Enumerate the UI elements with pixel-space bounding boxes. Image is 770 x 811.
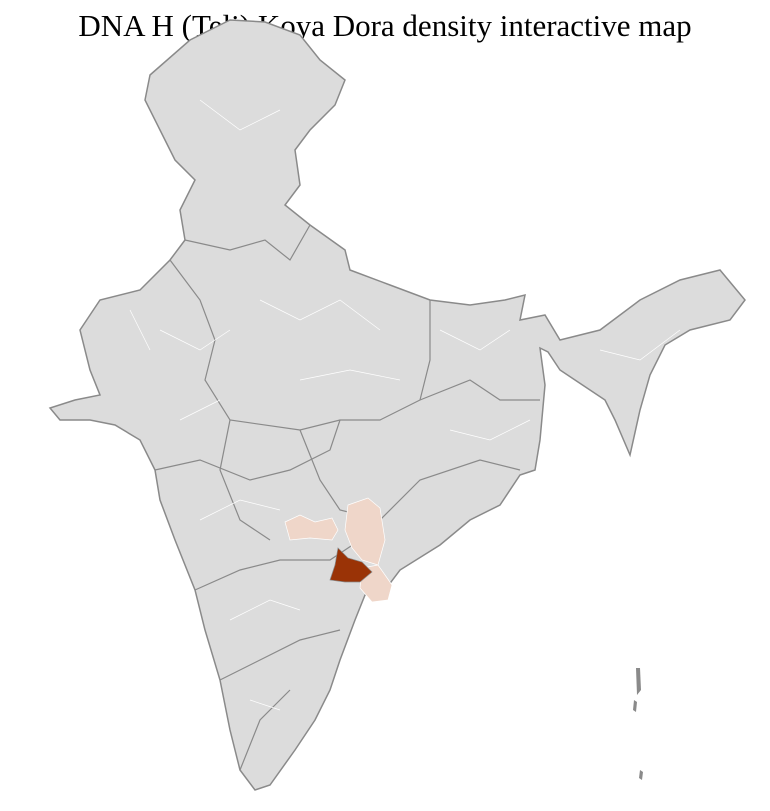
district-borders: [129, 99, 681, 711]
india-outline[interactable]: [48, 19, 746, 791]
andaman-islands[interactable]: [633, 668, 643, 780]
region-high-density[interactable]: [329, 547, 373, 583]
region-low-density-1[interactable]: [284, 514, 339, 541]
map-title: DNA H (Teli) Koya Dora density interacti…: [78, 8, 692, 43]
